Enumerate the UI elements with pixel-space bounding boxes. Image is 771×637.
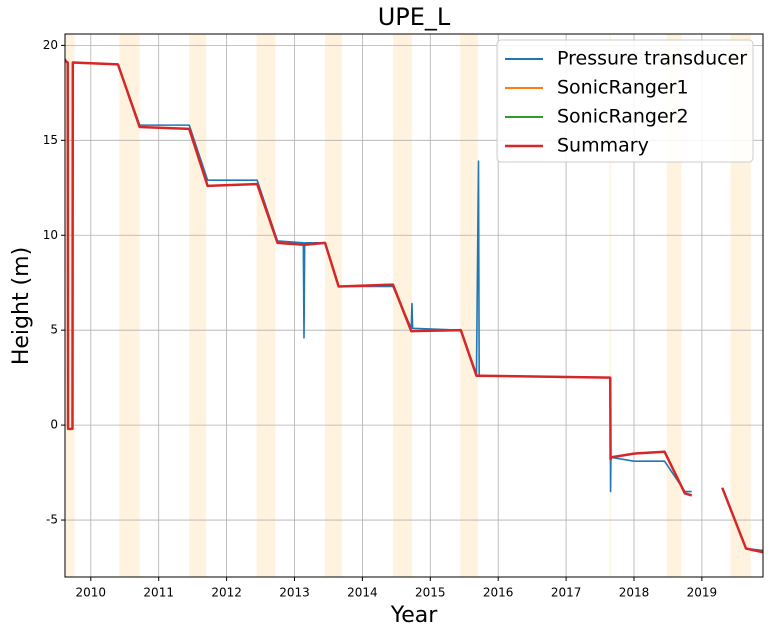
chart-title: UPE_L [378,3,451,31]
shaded-span [325,34,343,577]
shaded-span [730,34,751,577]
shaded-span [460,34,478,577]
x-tick-label: 2019 [687,586,718,600]
shaded-span [666,34,682,577]
x-tick-label: 2012 [211,586,242,600]
legend-label: SonicRanger2 [557,106,689,128]
x-tick-label: 2013 [279,586,310,600]
legend: Pressure transducer SonicRanger1 SonicRang… [496,39,754,163]
x-tick-label: 2017 [551,586,582,600]
shaded-span [119,34,140,577]
y-tick-label: 5 [50,323,58,337]
x-tick-label: 2010 [76,586,107,600]
y-tick-label: 0 [50,418,58,432]
x-tick-label: 2015 [415,586,446,600]
axes-frame [64,33,764,578]
y-tick-label: 15 [43,133,58,147]
y-tick-label: 20 [43,38,58,52]
x-tick-label: 2016 [483,586,514,600]
x-tick-label: 2011 [143,586,174,600]
y-tick-label: 10 [43,228,58,242]
x-axis-label: Year [390,603,439,628]
y-tick-label: -5 [46,513,58,527]
legend-label: Pressure transducer [557,48,747,70]
x-tick-label: 2014 [347,586,378,600]
legend-label: Summary [557,135,649,157]
plot-area [65,34,763,577]
x-tick-label: 2018 [619,586,650,600]
legend-box [496,39,754,163]
series-line [460,329,763,554]
shaded-span [65,34,75,577]
shaded-span [609,34,611,577]
series-line [65,59,763,554]
y-axis-label: Height (m) [9,247,34,365]
shaded-span [189,34,207,577]
shaded-span [256,34,276,577]
legend-label: SonicRanger1 [557,77,689,99]
